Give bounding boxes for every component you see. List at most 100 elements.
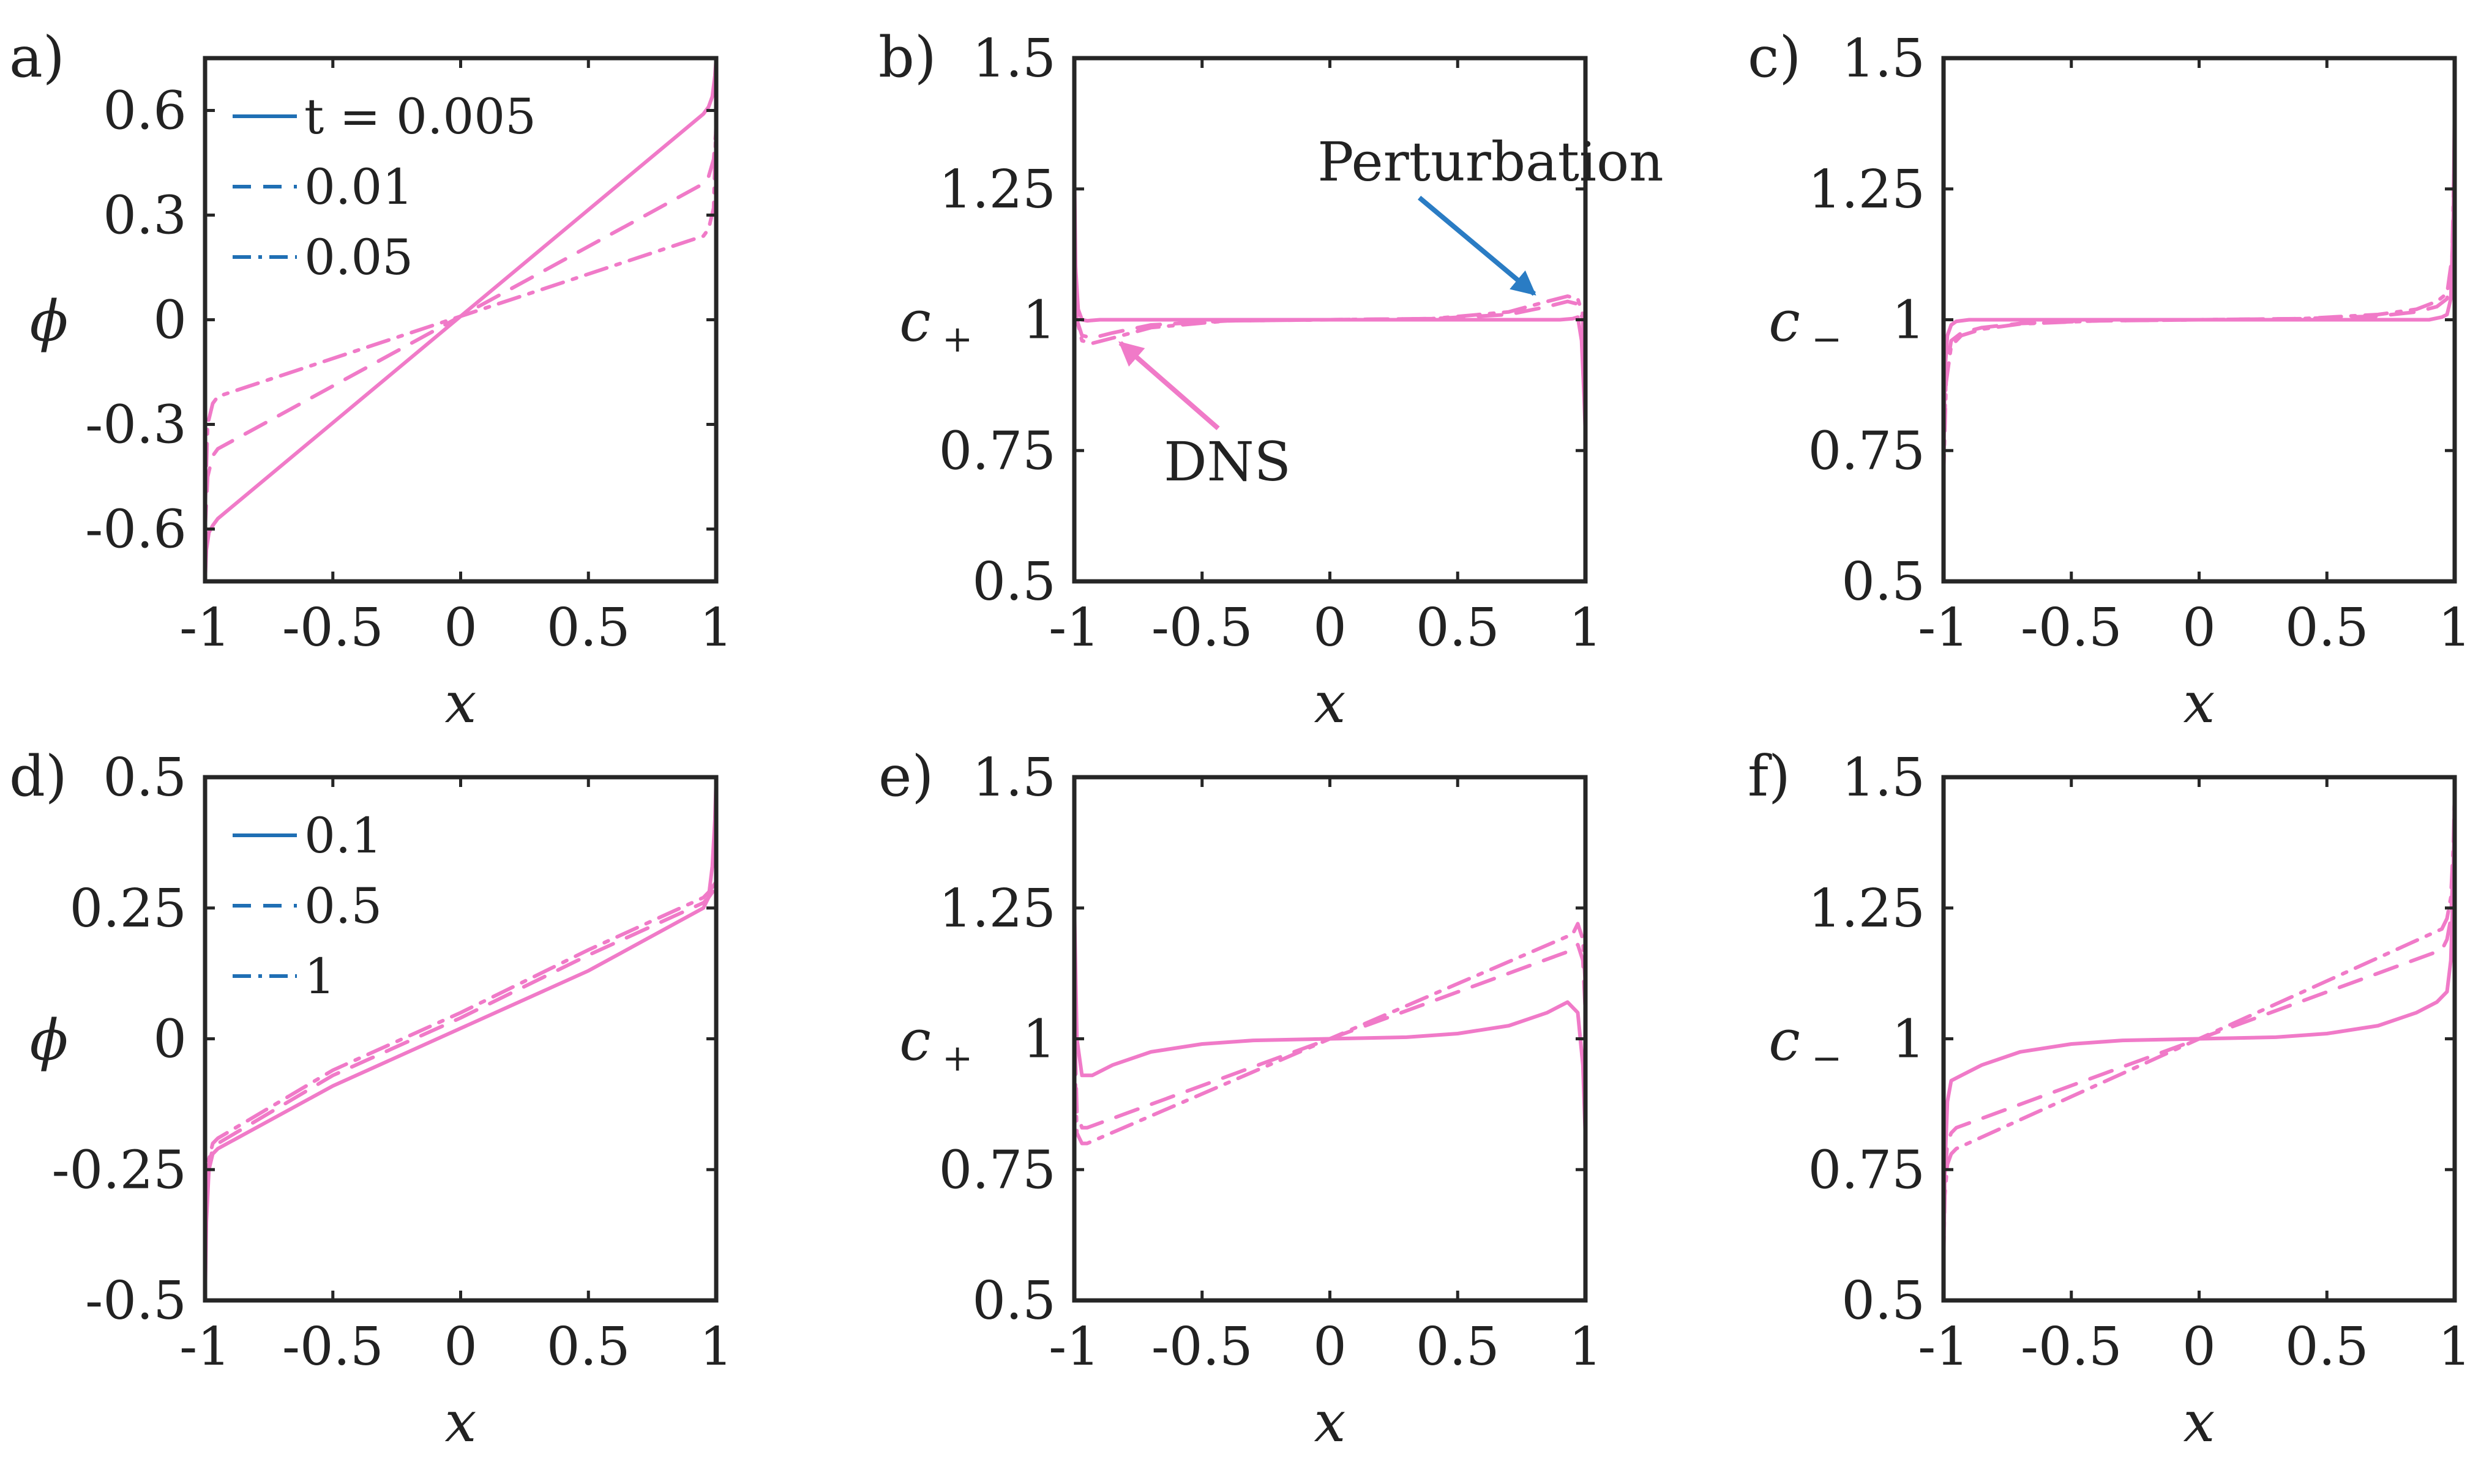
y-tick-label: 0.5	[1841, 551, 1925, 613]
y-axis-label-subscript: +	[942, 1037, 973, 1080]
y-tick-label: 0.75	[939, 420, 1056, 482]
series-line-c-2	[1944, 135, 2455, 479]
series-line-c-1	[1944, 161, 2455, 468]
y-tick-label: 0	[153, 1009, 187, 1070]
y-axis-label: c	[1768, 1008, 1800, 1073]
annotation-dns: DNS	[1164, 430, 1291, 493]
legend: t = 0.005 0.01 0.05	[233, 88, 536, 286]
series-line-f-2	[1944, 786, 2455, 1261]
x-tick-label: -1	[1049, 1316, 1100, 1378]
y-tick-label: 0.75	[1808, 420, 1925, 482]
y-axis-label: ϕ	[30, 289, 69, 354]
panel-label: f)	[1748, 744, 1791, 809]
y-tick-label: 1	[1892, 1009, 1925, 1070]
panel-e: -1 -0.5 0 0.5 1 0.5 0.75 1 1.25 1.5 x c + e)	[878, 744, 1602, 1455]
y-tick-label: -0.25	[51, 1139, 187, 1201]
y-tick-label: 0.75	[1808, 1139, 1925, 1201]
x-axis-label: x	[1314, 1389, 1346, 1455]
y-tick-label: -0.3	[85, 395, 187, 456]
panel-b: -1 -0.5 0 0.5 1 0.5 0.75 1 1.25 1.5 x c + b) Perturbat…	[878, 24, 1664, 736]
y-tick-label: 0.5	[972, 551, 1056, 613]
series-line-a-1	[205, 126, 716, 531]
x-tick-label: -1	[1918, 597, 1969, 658]
panel-label: b)	[878, 24, 937, 90]
panel-f: -1 -0.5 0 0.5 1 0.5 0.75 1 1.25 1.5 x c − f)	[1748, 744, 2471, 1455]
legend-label-2: 0.05	[304, 229, 413, 286]
x-tick-label: 0	[444, 1316, 477, 1378]
x-axis-label: x	[445, 1389, 477, 1455]
series-group	[205, 775, 716, 1302]
x-tick-label: 1	[700, 597, 733, 658]
x-tick-label: -1	[1049, 597, 1100, 658]
y-tick-label: 1.5	[972, 28, 1056, 89]
series-line-a-2	[205, 115, 716, 513]
y-axis-label-subscript: −	[1811, 1037, 1842, 1080]
panel-label: e)	[878, 744, 934, 809]
x-tick-label: 0	[444, 597, 477, 658]
legend-label-0: 0.1	[304, 807, 382, 864]
series-line-e-2	[1074, 922, 1585, 1146]
y-tick-label: 0.5	[972, 1270, 1056, 1332]
x-tick-label: 0	[2182, 1316, 2216, 1378]
x-tick-label: 0	[1313, 597, 1347, 658]
series-line-c-0	[1944, 92, 2455, 479]
panel-label: a)	[9, 24, 65, 90]
x-tick-label: -0.5	[2021, 1316, 2122, 1378]
x-tick-label: 0.5	[1416, 597, 1500, 658]
y-tick-label: -0.6	[85, 499, 187, 561]
y-tick-label: 1.25	[1808, 159, 1925, 220]
y-tick-label: 0.3	[103, 185, 187, 247]
x-axis-label: x	[2184, 670, 2215, 736]
x-axis-label: x	[1314, 670, 1346, 736]
annotation-arrow-dns	[1118, 341, 1220, 431]
axes-frame	[203, 775, 719, 1303]
x-tick-label: 1	[1569, 1316, 1603, 1378]
legend-label-1: 0.01	[304, 158, 413, 215]
y-tick-label: 0.5	[103, 747, 187, 808]
legend: 0.1 0.5 1	[233, 807, 382, 1005]
x-axis-label: x	[445, 670, 477, 736]
y-tick-label: 1	[1022, 1009, 1056, 1070]
series-line-b-0	[1074, 161, 1585, 437]
y-axis-label: c	[899, 289, 931, 354]
series-line-d-2	[205, 880, 716, 1287]
annotations: Perturbation DNS	[1118, 130, 1664, 493]
x-axis-label: x	[2184, 1389, 2215, 1455]
x-tick-label: 0.5	[2285, 597, 2369, 658]
legend-label-2: 1	[304, 948, 335, 1005]
x-tick-label: 0	[2182, 597, 2216, 658]
series-line-d-0	[205, 775, 716, 1302]
series-line-e-1	[1074, 942, 1585, 1130]
y-tick-label: 1.25	[1808, 878, 1925, 939]
x-tick-label: -1	[179, 1316, 231, 1378]
y-axis-label-subscript: −	[1811, 318, 1842, 361]
y-tick-label: 1.5	[1841, 747, 1925, 808]
y-tick-label: 1	[1022, 290, 1056, 351]
x-tick-label: 1	[2438, 1316, 2472, 1378]
y-tick-label: -0.5	[85, 1270, 187, 1332]
x-tick-label: 0.5	[547, 597, 631, 658]
panel-label: d)	[9, 744, 67, 809]
series-group	[1944, 92, 2455, 479]
x-tick-label: 1	[700, 1316, 733, 1378]
panel-c: -1 -0.5 0 0.5 1 0.5 0.75 1 1.25 1.5 x c − c)	[1748, 24, 2471, 736]
x-tick-label: 0.5	[1416, 1316, 1500, 1378]
legend-label-0: t = 0.005	[304, 88, 536, 145]
x-tick-label: -1	[1918, 1316, 1969, 1378]
x-tick-label: -0.5	[1151, 597, 1253, 658]
y-axis-label: c	[899, 1008, 931, 1073]
y-tick-label: 1	[1892, 290, 1925, 351]
y-tick-label: 1.5	[972, 747, 1056, 808]
x-tick-label: 1	[1569, 597, 1603, 658]
series-line-d-1	[205, 885, 716, 1292]
y-tick-label: 0.25	[70, 878, 187, 939]
y-axis-label-subscript: +	[942, 318, 973, 361]
annotation-perturbation: Perturbation	[1317, 130, 1663, 193]
panel-label: c)	[1748, 24, 1801, 90]
y-tick-label: 0.75	[939, 1139, 1056, 1201]
x-tick-label: -0.5	[282, 1316, 384, 1378]
x-tick-label: -0.5	[1151, 1316, 1253, 1378]
y-tick-label: 1.25	[939, 878, 1056, 939]
y-tick-label: 0.5	[1841, 1270, 1925, 1332]
